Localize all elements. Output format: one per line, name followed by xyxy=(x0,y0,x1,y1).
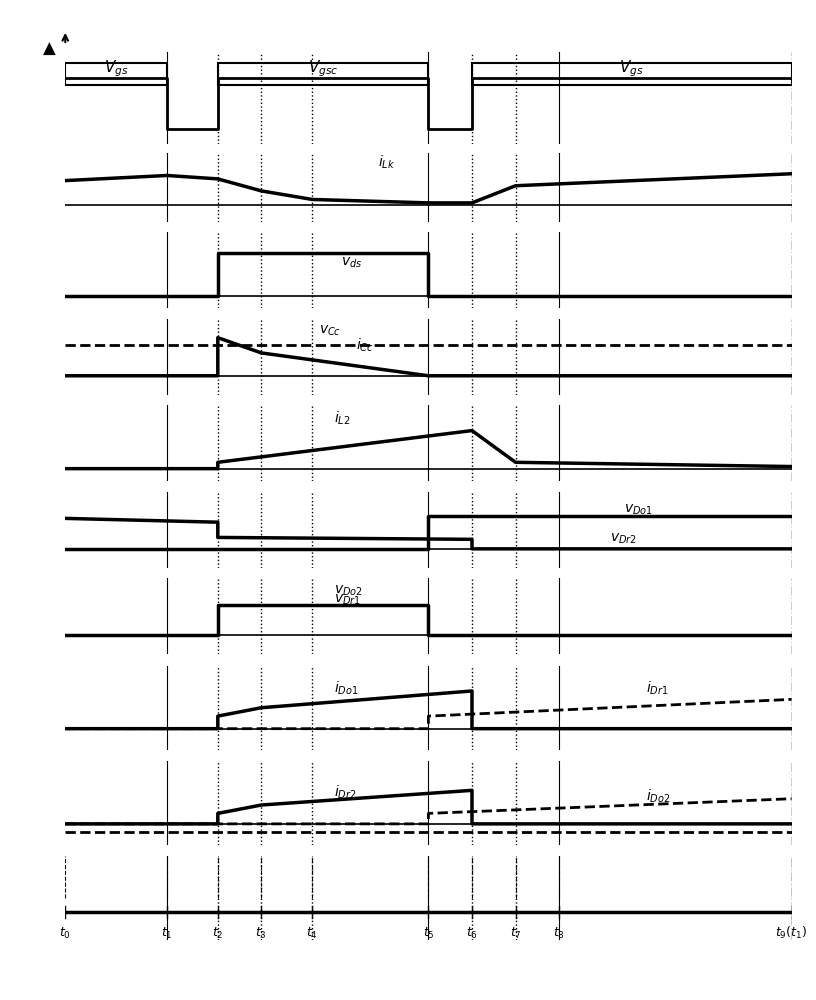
Text: $v_{Cc}$: $v_{Cc}$ xyxy=(320,324,342,338)
Text: $t_3$: $t_3$ xyxy=(255,926,268,941)
Text: $t_1$: $t_1$ xyxy=(161,926,173,941)
Text: $i_{Lk}$: $i_{Lk}$ xyxy=(378,154,395,171)
Text: $v_{ds}$: $v_{ds}$ xyxy=(341,256,362,270)
Bar xyxy=(472,63,792,85)
Text: $v_{Dr1}$: $v_{Dr1}$ xyxy=(334,593,361,607)
Text: $i_{Do1}$: $i_{Do1}$ xyxy=(334,680,358,697)
Text: $V_{gs}$: $V_{gs}$ xyxy=(619,59,644,79)
Text: $t_7$: $t_7$ xyxy=(510,926,521,941)
Text: $t_0$: $t_0$ xyxy=(60,926,71,941)
Text: $V_{gs}$: $V_{gs}$ xyxy=(104,59,128,79)
Text: $V_{gsc}$: $V_{gsc}$ xyxy=(308,59,339,79)
Text: $i_{Do2}$: $i_{Do2}$ xyxy=(646,788,671,805)
Text: $i_{Cc}$: $i_{Cc}$ xyxy=(356,336,374,354)
Text: $i_{L2}$: $i_{L2}$ xyxy=(334,409,351,427)
Bar xyxy=(218,63,428,85)
Text: $t_8$: $t_8$ xyxy=(553,926,565,941)
Text: $t_5$: $t_5$ xyxy=(423,926,434,941)
Bar xyxy=(65,63,167,85)
Text: $i_{Dr2}$: $i_{Dr2}$ xyxy=(334,784,357,801)
Text: $v_{Dr2}$: $v_{Dr2}$ xyxy=(610,531,636,546)
Text: $t_9(t_1)$: $t_9(t_1)$ xyxy=(775,925,808,941)
Text: $v_{Do2}$: $v_{Do2}$ xyxy=(334,584,363,598)
Text: $t_4$: $t_4$ xyxy=(306,926,318,941)
Text: $i_{Dr1}$: $i_{Dr1}$ xyxy=(646,680,669,697)
Text: $t_6$: $t_6$ xyxy=(466,926,478,941)
Text: ▲: ▲ xyxy=(42,40,55,58)
Text: $t_2$: $t_2$ xyxy=(212,926,224,941)
Text: $v_{Do1}$: $v_{Do1}$ xyxy=(624,503,654,517)
